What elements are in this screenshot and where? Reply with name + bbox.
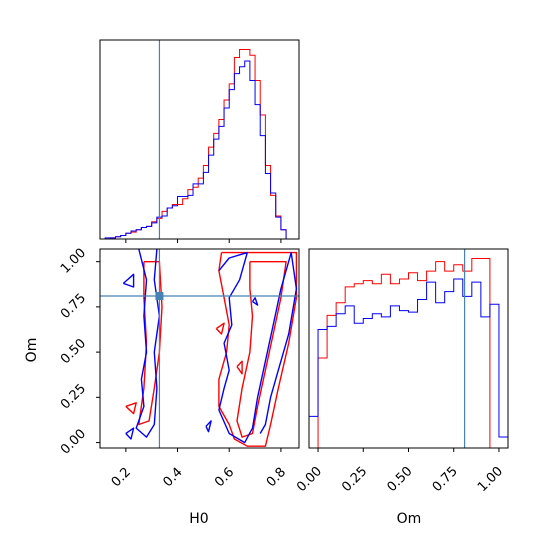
contour-blue-2 — [122, 273, 135, 288]
contour-red-2 — [138, 261, 163, 426]
om-xtick-label-3: 0.75 — [430, 464, 461, 495]
contour-blue-1 — [135, 249, 161, 438]
om-xtick-label-2: 0.50 — [384, 464, 415, 495]
contour-ytick-label-3: 0.75 — [58, 291, 89, 322]
h0-om-contour-panel: 0.2 0.4 0.6 0.8 0.00 0.25 0.50 0.75 1.00 — [58, 246, 300, 490]
contour-lines — [122, 249, 298, 447]
contour-xtick-label-3: 0.8 — [264, 465, 289, 490]
contour-ytick-label-4: 1.00 — [58, 246, 89, 277]
contour-red-1 — [236, 261, 287, 438]
contour-blue-3 — [125, 427, 135, 440]
contour-xtick-label-1: 0.4 — [160, 465, 185, 490]
contour-blue-4 — [205, 420, 212, 433]
contour-red-3 — [125, 402, 137, 415]
x-axis-label-om: Om — [397, 511, 422, 527]
y-axis-label-om: Om — [24, 338, 40, 363]
om-histogram-panel: 0.00 0.25 0.50 0.75 1.00 — [294, 248, 509, 495]
contour-xtick-label-0: 0.2 — [109, 465, 134, 490]
om-xtick-label-1: 0.25 — [339, 464, 370, 495]
contour-truth-marker — [155, 292, 164, 301]
contour-ytick-label-2: 0.50 — [58, 336, 89, 367]
h0-histogram-panel — [99, 39, 300, 243]
contour-frame — [99, 248, 300, 449]
contour-red-0 — [218, 251, 298, 447]
contour-red-4 — [215, 322, 225, 335]
om-xtick-label-0: 0.00 — [294, 464, 325, 495]
h0-hist-series-blue — [100, 60, 292, 240]
contour-blue-0 — [218, 251, 298, 444]
contour-ytick-label-1: 0.25 — [58, 381, 89, 412]
x-axis-label-h0: H0 — [189, 511, 208, 527]
h0-hist-frame — [99, 39, 300, 240]
contour-blue-5 — [251, 297, 259, 306]
contour-xtick-label-2: 0.6 — [212, 465, 237, 490]
contour-red-5 — [236, 360, 243, 375]
om-hist-series-blue — [308, 278, 509, 448]
om-hist-series-red — [309, 257, 508, 449]
om-xtick-label-4: 1.00 — [475, 464, 506, 495]
h0-hist-series-red — [100, 48, 292, 240]
contour-ytick-label-0: 0.00 — [58, 427, 89, 458]
